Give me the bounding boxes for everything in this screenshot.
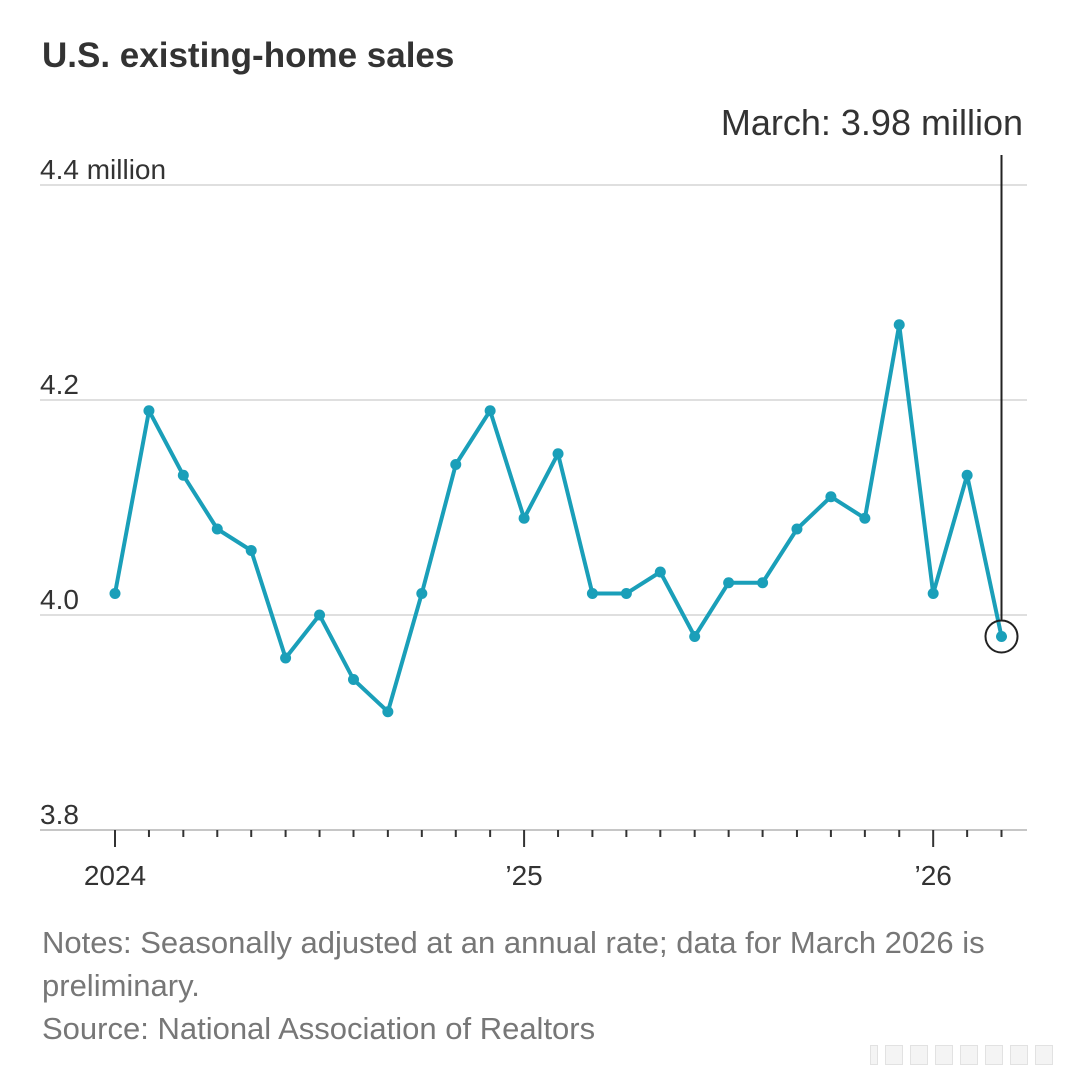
y-tick-label: 4.0 [40,584,79,615]
watermark-bar [870,1045,878,1065]
data-point [927,588,939,599]
x-tick-label: ’26 [914,860,951,891]
data-point [416,588,428,599]
data-point [620,588,632,599]
data-point [552,448,564,460]
data-point [893,319,905,331]
watermark-bar [1010,1045,1028,1065]
data-point [280,652,292,664]
data-point [245,545,257,556]
data-point [143,405,155,417]
data-point [348,674,359,685]
data-point [450,459,462,470]
watermark-bar [910,1045,928,1065]
data-point [825,491,837,503]
data-point [382,706,394,718]
watermark-bar [960,1045,978,1065]
data-point [859,512,871,524]
x-tick-label: 2024 [84,860,146,891]
chart-title: U.S. existing-home sales [42,36,455,75]
y-tick-label: 3.8 [40,799,79,830]
data-point [654,566,666,578]
data-point [586,588,598,599]
watermark-bar [935,1045,953,1065]
watermark [870,1045,1053,1065]
data-point [996,631,1007,642]
data-point [723,577,735,589]
annotation-circle [984,619,1019,654]
data-point [177,469,189,481]
x-tick-label: ’25 [505,860,542,891]
data-point [689,631,701,642]
watermark-bar [885,1045,903,1065]
data-point [791,523,803,535]
data-point [757,577,769,589]
data-point [109,588,121,599]
annotation-label: March: 3.98 million [721,102,1023,143]
data-point [211,523,223,535]
watermark-bar [985,1045,1003,1065]
data-point [484,405,496,417]
y-tick-label: 4.4 million [40,154,166,185]
y-tick-label: 4.2 [40,369,79,400]
notes-text: Notes: Seasonally adjusted at an annual … [42,925,985,1003]
data-point [518,512,530,524]
chart-footer: Notes: Seasonally adjusted at an annual … [42,921,1032,1050]
data-point [314,609,326,621]
watermark-bar [1035,1045,1053,1065]
data-point [961,469,973,481]
source-text: Source: National Association of Realtors [42,1011,596,1046]
